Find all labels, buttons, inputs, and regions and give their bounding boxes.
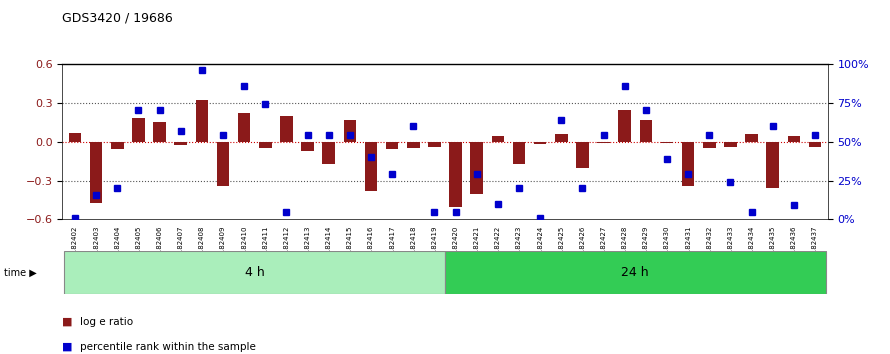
Bar <box>660 142 674 143</box>
Bar <box>196 100 208 142</box>
Bar <box>576 142 589 167</box>
Bar <box>90 142 102 202</box>
Bar <box>788 136 800 142</box>
Bar <box>174 142 187 145</box>
Bar <box>365 142 377 191</box>
Bar <box>428 142 441 147</box>
Bar <box>724 142 737 147</box>
Bar <box>322 142 335 164</box>
Bar <box>619 110 631 142</box>
Bar <box>640 120 652 142</box>
Text: percentile rank within the sample: percentile rank within the sample <box>80 342 256 352</box>
Bar <box>132 118 145 142</box>
Bar <box>491 136 505 142</box>
Bar <box>344 120 356 142</box>
Bar <box>745 134 758 142</box>
Bar <box>301 142 314 151</box>
Bar <box>449 142 462 206</box>
Text: 24 h: 24 h <box>621 266 649 279</box>
Bar <box>682 142 694 186</box>
Bar <box>385 142 399 149</box>
Bar <box>259 142 271 148</box>
Text: time ▶: time ▶ <box>4 268 37 278</box>
Bar <box>513 142 525 164</box>
Bar <box>280 116 293 142</box>
Bar <box>111 142 124 149</box>
Bar <box>809 142 821 147</box>
Text: log e ratio: log e ratio <box>80 317 134 327</box>
Bar <box>153 122 166 142</box>
Bar <box>471 142 483 194</box>
Bar <box>597 142 610 143</box>
Text: 4 h: 4 h <box>245 266 264 279</box>
Bar <box>238 113 250 142</box>
Bar <box>407 142 419 148</box>
Bar <box>445 251 826 294</box>
Bar <box>69 132 81 142</box>
Bar <box>703 142 716 148</box>
Text: ■: ■ <box>62 342 73 352</box>
Bar <box>534 142 546 144</box>
Text: GDS3420 / 19686: GDS3420 / 19686 <box>62 12 173 25</box>
Text: ■: ■ <box>62 317 73 327</box>
Bar <box>216 142 230 186</box>
Bar <box>555 134 568 142</box>
Bar <box>766 142 779 188</box>
Bar <box>64 251 445 294</box>
